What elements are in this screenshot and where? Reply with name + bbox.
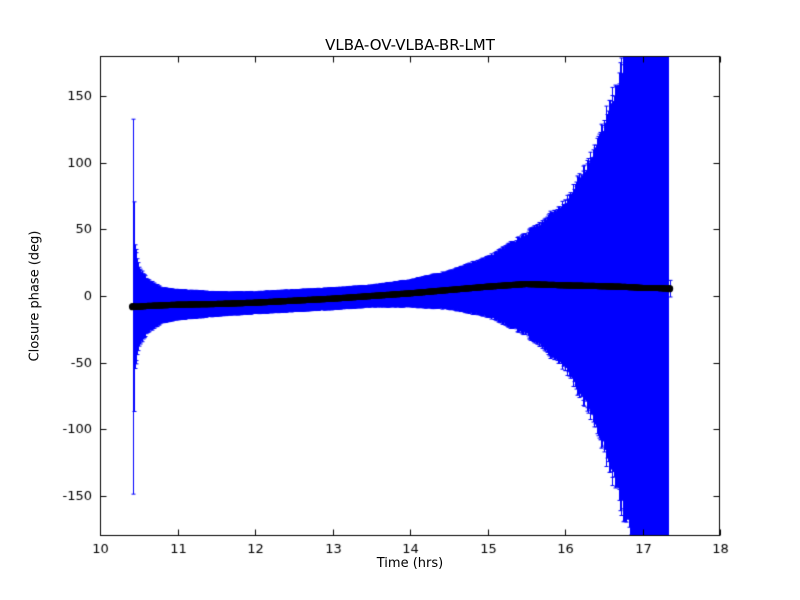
y-axis-label: Closure phase (deg) <box>27 230 43 362</box>
chart-title: VLBA-OV-VLBA-BR-LMT <box>325 36 495 54</box>
x-axis-label: Time (hrs) <box>376 556 444 571</box>
